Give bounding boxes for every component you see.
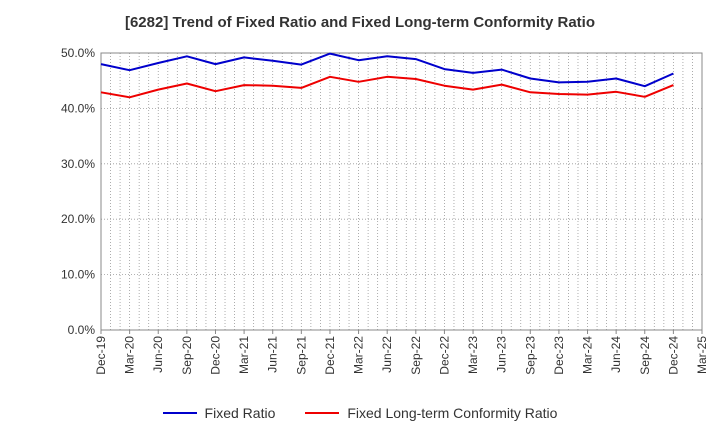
y-tick-label: 30.0% <box>61 157 95 171</box>
x-tick-label: Dec-20 <box>208 336 222 375</box>
legend-swatch-fixed-long-term-conformity-ratio <box>305 412 340 414</box>
series-line-fixed-ratio <box>100 52 674 88</box>
x-tick-label: Dec-22 <box>437 336 451 375</box>
x-tick-label: Jun-23 <box>495 336 509 373</box>
x-tick-label: Dec-19 <box>94 336 108 375</box>
legend: Fixed Ratio Fixed Long-term Conformity R… <box>0 405 720 421</box>
x-tick-label: Mar-25 <box>695 336 709 374</box>
legend-item-fixed-ratio: Fixed Ratio <box>162 405 276 421</box>
x-tick-label: Mar-23 <box>466 336 480 374</box>
x-tick-label: Mar-22 <box>352 336 366 374</box>
x-tick-label: Mar-20 <box>123 336 137 374</box>
plot-border <box>100 52 703 331</box>
x-tick-label: Sep-22 <box>409 336 423 375</box>
chart-title: [6282] Trend of Fixed Ratio and Fixed Lo… <box>124 14 596 31</box>
x-tick-label: Dec-21 <box>323 336 337 375</box>
y-tick-label: 50.0% <box>61 46 95 60</box>
x-tick-label: Sep-21 <box>294 336 308 375</box>
y-tick-label: 20.0% <box>61 212 95 226</box>
x-tick-label: Sep-20 <box>180 336 194 375</box>
x-tick-label: Mar-24 <box>581 336 595 374</box>
legend-label-fixed-ratio: Fixed Ratio <box>204 405 276 421</box>
legend-swatch-fixed-ratio <box>162 412 197 414</box>
y-tick-label: 40.0% <box>61 101 95 115</box>
x-tick-label: Jun-22 <box>380 336 394 373</box>
series-line-fixed-long-term-conformity-ratio <box>100 75 674 99</box>
x-tick-label: Jun-20 <box>151 336 165 373</box>
x-tick-label: Jun-24 <box>609 336 623 373</box>
x-tick-label: Sep-24 <box>638 336 652 375</box>
x-tick-label: Sep-23 <box>523 336 537 375</box>
plot-area <box>101 53 702 330</box>
y-tick-label: 0.0% <box>68 323 96 337</box>
x-tick-label: Jun-21 <box>266 336 280 373</box>
x-tick-label: Dec-23 <box>552 336 566 375</box>
x-tick-label: Dec-24 <box>666 336 680 375</box>
y-tick-label: 10.0% <box>61 268 95 282</box>
x-tick-label: Mar-21 <box>237 336 251 374</box>
legend-label-fixed-long-term-conformity-ratio: Fixed Long-term Conformity Ratio <box>347 405 558 421</box>
legend-item-fixed-long-term-conformity-ratio: Fixed Long-term Conformity Ratio <box>305 405 557 421</box>
